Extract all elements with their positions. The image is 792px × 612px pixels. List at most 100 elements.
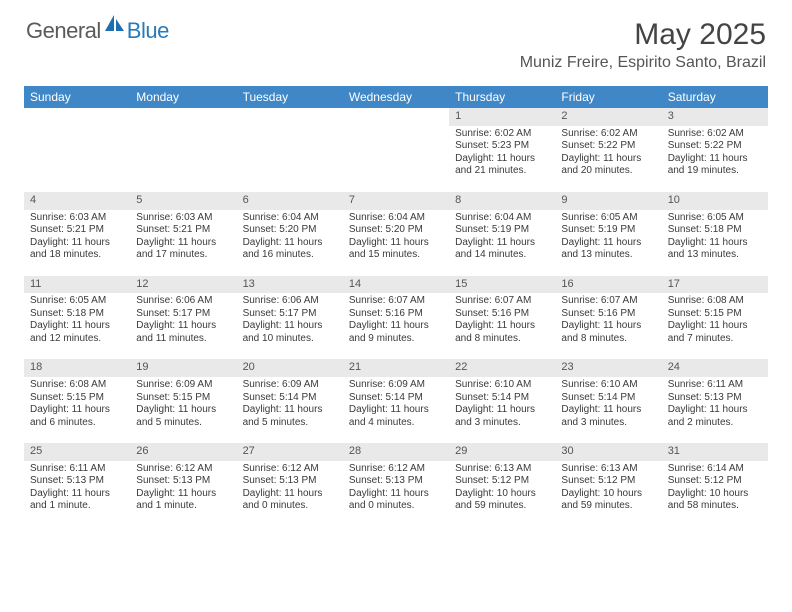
daylight-text: Daylight: 11 hours and 6 minutes. bbox=[30, 404, 124, 429]
sail-icon bbox=[105, 15, 125, 38]
day-number-cell: 8 bbox=[449, 192, 555, 210]
sunset-text: Sunset: 5:16 PM bbox=[455, 308, 549, 321]
day-detail-cell: Sunrise: 6:09 AMSunset: 5:14 PMDaylight:… bbox=[237, 377, 343, 443]
day-detail-cell: Sunrise: 6:08 AMSunset: 5:15 PMDaylight:… bbox=[24, 377, 130, 443]
day-detail-cell: Sunrise: 6:10 AMSunset: 5:14 PMDaylight:… bbox=[555, 377, 661, 443]
sunset-text: Sunset: 5:20 PM bbox=[243, 224, 337, 237]
day-number-cell bbox=[130, 108, 236, 126]
day-number-cell: 13 bbox=[237, 276, 343, 294]
sunset-text: Sunset: 5:21 PM bbox=[136, 224, 230, 237]
sunset-text: Sunset: 5:14 PM bbox=[349, 392, 443, 405]
day-number-cell: 12 bbox=[130, 276, 236, 294]
day-number-cell: 23 bbox=[555, 359, 661, 377]
sunrise-text: Sunrise: 6:13 AM bbox=[455, 463, 549, 476]
day-number-cell: 18 bbox=[24, 359, 130, 377]
day-detail-cell: Sunrise: 6:04 AMSunset: 5:19 PMDaylight:… bbox=[449, 210, 555, 276]
day-number-cell: 31 bbox=[662, 443, 768, 461]
sunset-text: Sunset: 5:22 PM bbox=[561, 140, 655, 153]
sunrise-text: Sunrise: 6:08 AM bbox=[30, 379, 124, 392]
day-number-cell: 26 bbox=[130, 443, 236, 461]
daylight-text: Daylight: 11 hours and 13 minutes. bbox=[561, 237, 655, 262]
sunset-text: Sunset: 5:20 PM bbox=[349, 224, 443, 237]
day-detail-cell: Sunrise: 6:10 AMSunset: 5:14 PMDaylight:… bbox=[449, 377, 555, 443]
sunset-text: Sunset: 5:18 PM bbox=[668, 224, 762, 237]
day-number-cell: 29 bbox=[449, 443, 555, 461]
sunrise-text: Sunrise: 6:09 AM bbox=[136, 379, 230, 392]
sunset-text: Sunset: 5:17 PM bbox=[243, 308, 337, 321]
sunrise-text: Sunrise: 6:02 AM bbox=[668, 128, 762, 141]
day-number-row: 123 bbox=[24, 108, 768, 126]
sunrise-text: Sunrise: 6:03 AM bbox=[30, 212, 124, 225]
day-number-cell: 20 bbox=[237, 359, 343, 377]
day-detail-cell: Sunrise: 6:11 AMSunset: 5:13 PMDaylight:… bbox=[662, 377, 768, 443]
day-detail-cell bbox=[130, 126, 236, 192]
day-number-cell: 4 bbox=[24, 192, 130, 210]
sunset-text: Sunset: 5:14 PM bbox=[243, 392, 337, 405]
weekday-header: Monday bbox=[130, 86, 236, 108]
day-number-cell: 15 bbox=[449, 276, 555, 294]
calendar-table: Sunday Monday Tuesday Wednesday Thursday… bbox=[24, 86, 768, 527]
sunset-text: Sunset: 5:13 PM bbox=[30, 475, 124, 488]
page-header: General Blue May 2025 Muniz Freire, Espi… bbox=[0, 0, 792, 76]
sunrise-text: Sunrise: 6:06 AM bbox=[243, 295, 337, 308]
day-number-cell: 17 bbox=[662, 276, 768, 294]
daylight-text: Daylight: 11 hours and 17 minutes. bbox=[136, 237, 230, 262]
daylight-text: Daylight: 11 hours and 9 minutes. bbox=[349, 320, 443, 345]
daylight-text: Daylight: 11 hours and 8 minutes. bbox=[455, 320, 549, 345]
sunrise-text: Sunrise: 6:05 AM bbox=[668, 212, 762, 225]
day-number-cell: 24 bbox=[662, 359, 768, 377]
day-number-cell: 27 bbox=[237, 443, 343, 461]
sunrise-text: Sunrise: 6:02 AM bbox=[561, 128, 655, 141]
day-detail-cell: Sunrise: 6:08 AMSunset: 5:15 PMDaylight:… bbox=[662, 293, 768, 359]
daylight-text: Daylight: 11 hours and 7 minutes. bbox=[668, 320, 762, 345]
day-number-cell: 7 bbox=[343, 192, 449, 210]
sunrise-text: Sunrise: 6:13 AM bbox=[561, 463, 655, 476]
day-number-cell: 16 bbox=[555, 276, 661, 294]
sunrise-text: Sunrise: 6:11 AM bbox=[30, 463, 124, 476]
daylight-text: Daylight: 10 hours and 58 minutes. bbox=[668, 488, 762, 513]
sunset-text: Sunset: 5:12 PM bbox=[668, 475, 762, 488]
sunset-text: Sunset: 5:14 PM bbox=[455, 392, 549, 405]
sunrise-text: Sunrise: 6:05 AM bbox=[561, 212, 655, 225]
sunrise-text: Sunrise: 6:04 AM bbox=[243, 212, 337, 225]
weekday-header-row: Sunday Monday Tuesday Wednesday Thursday… bbox=[24, 86, 768, 108]
sunrise-text: Sunrise: 6:04 AM bbox=[455, 212, 549, 225]
day-number-cell: 25 bbox=[24, 443, 130, 461]
sunset-text: Sunset: 5:13 PM bbox=[136, 475, 230, 488]
header-right: May 2025 Muniz Freire, Espirito Santo, B… bbox=[520, 18, 766, 72]
sunset-text: Sunset: 5:22 PM bbox=[668, 140, 762, 153]
daylight-text: Daylight: 11 hours and 2 minutes. bbox=[668, 404, 762, 429]
sunrise-text: Sunrise: 6:11 AM bbox=[668, 379, 762, 392]
daylight-text: Daylight: 11 hours and 4 minutes. bbox=[349, 404, 443, 429]
day-number-cell: 30 bbox=[555, 443, 661, 461]
weekday-header: Tuesday bbox=[237, 86, 343, 108]
day-number-cell: 5 bbox=[130, 192, 236, 210]
daylight-text: Daylight: 11 hours and 21 minutes. bbox=[455, 153, 549, 178]
daylight-text: Daylight: 11 hours and 13 minutes. bbox=[668, 237, 762, 262]
daylight-text: Daylight: 11 hours and 12 minutes. bbox=[30, 320, 124, 345]
daylight-text: Daylight: 11 hours and 20 minutes. bbox=[561, 153, 655, 178]
sunset-text: Sunset: 5:14 PM bbox=[561, 392, 655, 405]
day-detail-row: Sunrise: 6:03 AMSunset: 5:21 PMDaylight:… bbox=[24, 210, 768, 276]
day-detail-row: Sunrise: 6:11 AMSunset: 5:13 PMDaylight:… bbox=[24, 461, 768, 527]
sunset-text: Sunset: 5:23 PM bbox=[455, 140, 549, 153]
sunrise-text: Sunrise: 6:02 AM bbox=[455, 128, 549, 141]
sunrise-text: Sunrise: 6:04 AM bbox=[349, 212, 443, 225]
sunrise-text: Sunrise: 6:07 AM bbox=[349, 295, 443, 308]
weekday-header: Thursday bbox=[449, 86, 555, 108]
day-number-cell bbox=[24, 108, 130, 126]
sunrise-text: Sunrise: 6:14 AM bbox=[668, 463, 762, 476]
daylight-text: Daylight: 11 hours and 14 minutes. bbox=[455, 237, 549, 262]
day-number-cell: 28 bbox=[343, 443, 449, 461]
day-detail-cell: Sunrise: 6:13 AMSunset: 5:12 PMDaylight:… bbox=[449, 461, 555, 527]
daylight-text: Daylight: 11 hours and 1 minute. bbox=[136, 488, 230, 513]
day-number-cell: 10 bbox=[662, 192, 768, 210]
day-number-cell: 21 bbox=[343, 359, 449, 377]
day-detail-cell bbox=[343, 126, 449, 192]
weekday-header: Wednesday bbox=[343, 86, 449, 108]
daylight-text: Daylight: 11 hours and 19 minutes. bbox=[668, 153, 762, 178]
sunset-text: Sunset: 5:18 PM bbox=[30, 308, 124, 321]
day-number-cell: 9 bbox=[555, 192, 661, 210]
day-number-row: 11121314151617 bbox=[24, 276, 768, 294]
day-detail-cell: Sunrise: 6:04 AMSunset: 5:20 PMDaylight:… bbox=[237, 210, 343, 276]
